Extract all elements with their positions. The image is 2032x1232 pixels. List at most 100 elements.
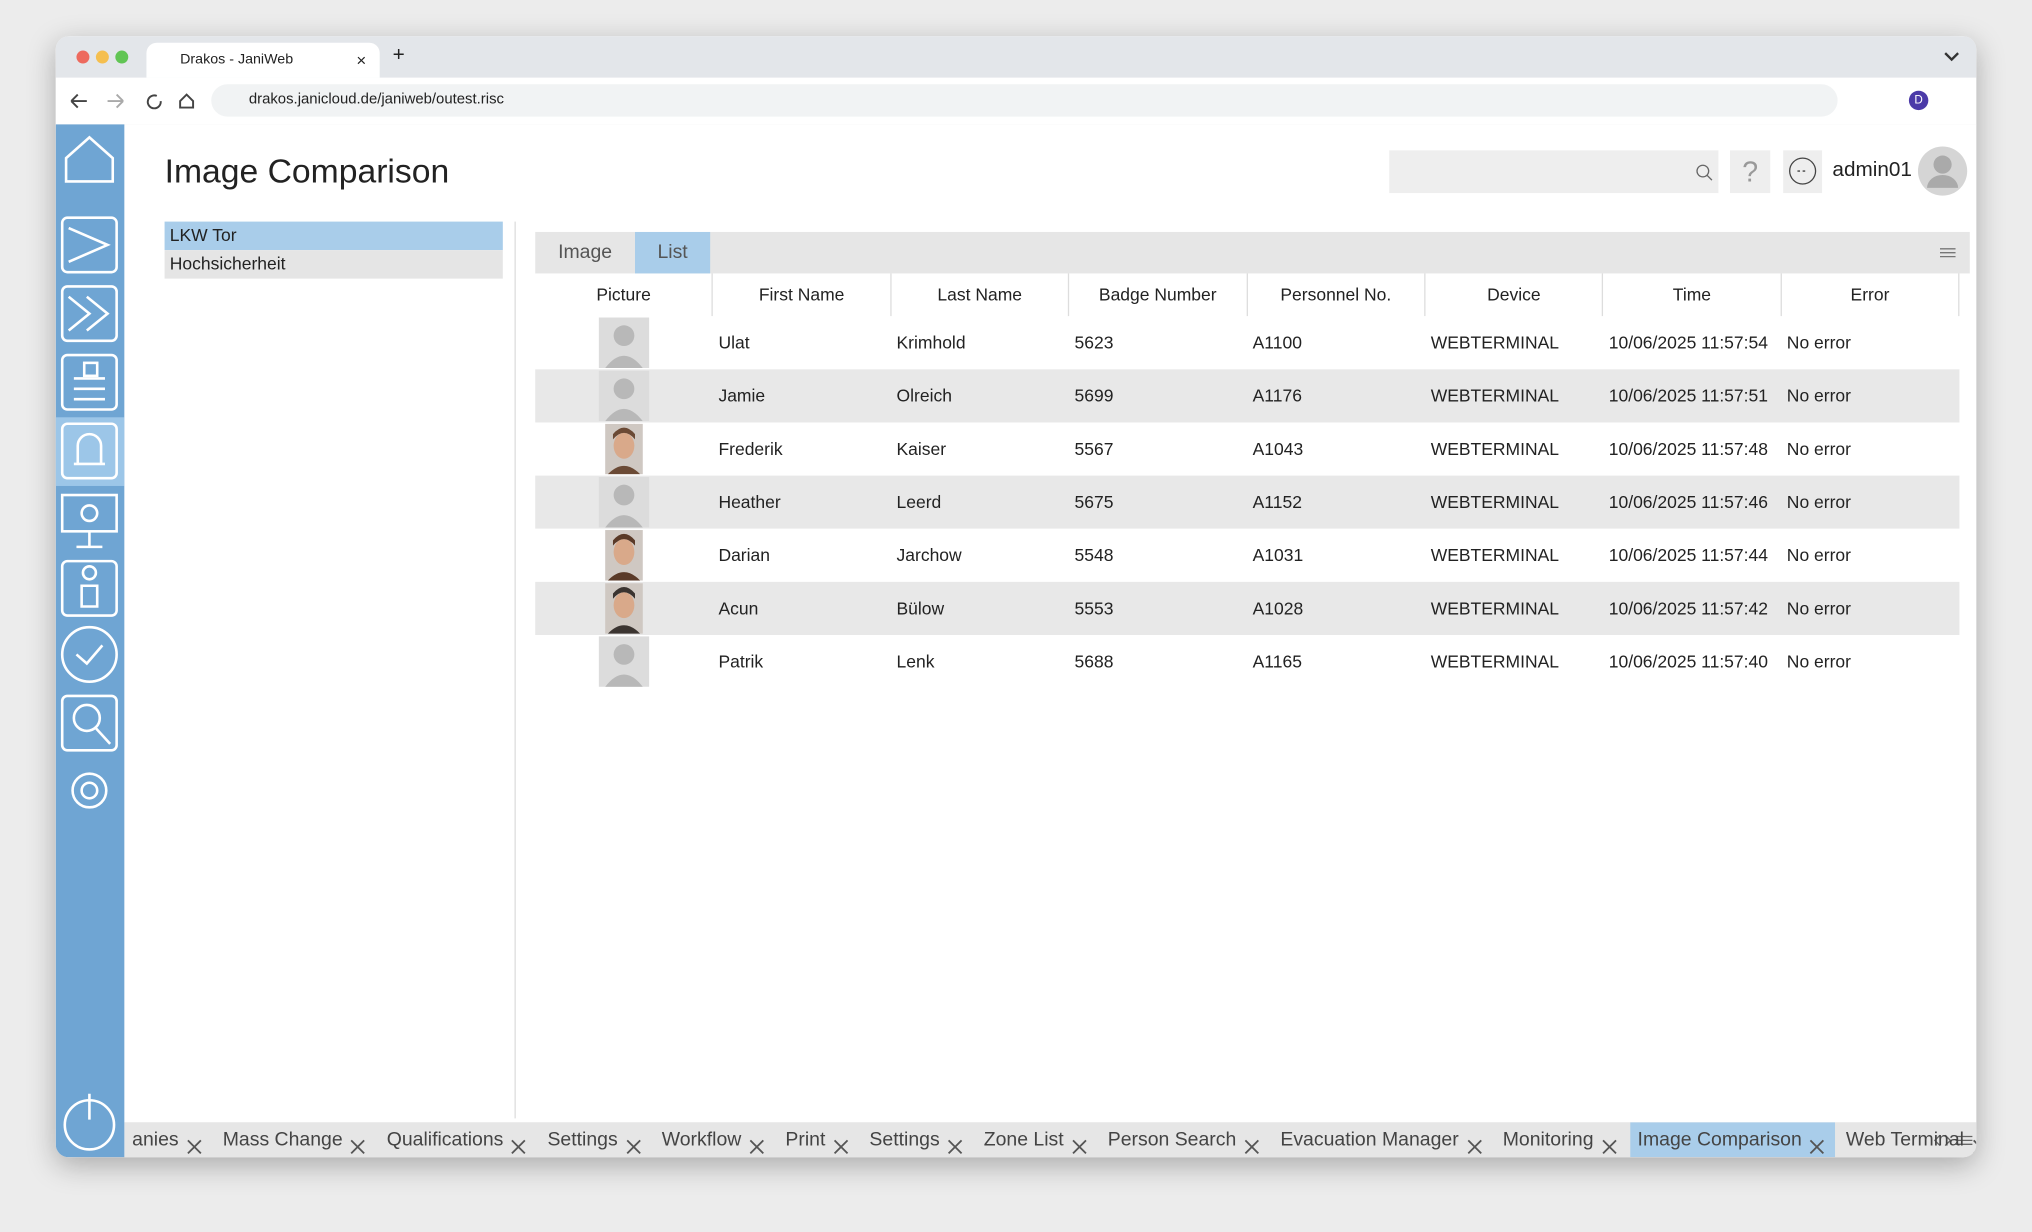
bottom-tab[interactable]: Zone List [976, 1122, 1097, 1157]
bottom-tabs: anies Mass Change Qualifications Settings Wo… [124, 1122, 1977, 1158]
table-cell: 10/06/2025 11:57:42 [1608, 598, 1768, 619]
table-cell: A1031 [1252, 545, 1304, 566]
sidebar [55, 124, 125, 1158]
tab-menu[interactable] [1943, 49, 1961, 65]
table-cell: A1043 [1252, 439, 1304, 459]
help-button[interactable]: ? [1730, 150, 1771, 194]
table-row[interactable] [535, 581, 1960, 636]
table-row[interactable] [535, 475, 1960, 529]
person-picture [598, 370, 650, 422]
browser-tab[interactable]: Drakos - JaniWeb × [146, 42, 380, 78]
bottom-tab[interactable]: Image Comparison [1629, 1122, 1836, 1158]
terminal-name: LKW Tor [169, 225, 237, 245]
nav-buttons[interactable] [66, 88, 209, 114]
sidebar-icons [55, 135, 125, 1151]
terminal-item[interactable]: LKW Tor [164, 221, 503, 251]
bottom-tab-close[interactable] [1972, 1131, 1977, 1155]
bottom-tab[interactable]: Mass Change [215, 1122, 376, 1157]
bottom-tab[interactable]: Print [778, 1122, 859, 1157]
window-controls[interactable] [74, 49, 152, 67]
view-tab-label: Image [558, 241, 613, 264]
terminal-item[interactable]: Hochsicherheit [164, 250, 503, 279]
table-cell: A1152 [1252, 492, 1302, 512]
omnibox[interactable]: drakos.janicloud.de/janiweb/outest.risc [211, 84, 1838, 117]
divider [514, 221, 516, 1119]
table-row[interactable] [535, 422, 1960, 476]
table-cell: 10/06/2025 11:57:44 [1608, 545, 1768, 566]
bottom-tab-close[interactable] [833, 1131, 849, 1155]
new-tab[interactable]: + [392, 44, 405, 67]
table-cell: WEBTERMINAL [1430, 598, 1560, 619]
bottom-tab[interactable]: Workflow [654, 1122, 775, 1157]
person-picture [598, 476, 650, 528]
bottom-tab[interactable]: Settings [862, 1122, 974, 1157]
table-cell: Frederik [718, 439, 783, 459]
user-name[interactable]: admin01 [1832, 159, 1912, 182]
table-cell: Patrik [718, 651, 764, 672]
table-cell: WEBTERMINAL [1430, 492, 1560, 512]
bottom-tab-close[interactable] [186, 1131, 202, 1155]
bottom-tab-close[interactable] [1071, 1131, 1087, 1155]
bottom-tab-close[interactable] [749, 1131, 765, 1155]
table-cell: No error [1786, 386, 1851, 406]
bottom-tab-close[interactable] [1810, 1131, 1826, 1155]
bottom-tab-label: Qualifications [386, 1128, 504, 1151]
bottom-tab-label: Web Terminal [1845, 1128, 1964, 1151]
table-cell: Ulat [718, 333, 750, 353]
bottom-tab-label: Zone List [983, 1128, 1064, 1151]
profile-avatar[interactable]: D [1908, 90, 1929, 111]
bottom-tab-close[interactable] [625, 1131, 641, 1155]
bottom-tab-label: Mass Change [222, 1128, 343, 1151]
bottom-tab-close[interactable] [350, 1131, 366, 1155]
bottom-tab-close[interactable] [1244, 1131, 1260, 1155]
tab-scroll[interactable] [1932, 1131, 1976, 1149]
bottom-tab[interactable]: Monitoring [1495, 1122, 1627, 1157]
person-picture [605, 583, 644, 634]
table-cell: A1165 [1252, 651, 1302, 672]
table-cell: A1100 [1252, 333, 1302, 353]
table-cell: WEBTERMINAL [1430, 651, 1560, 672]
bottom-tab-close[interactable] [947, 1131, 963, 1155]
table-cell: Kaiser [896, 439, 947, 459]
bottom-tab-label: Settings [547, 1128, 618, 1151]
content: Image Comparison ? admin01 LKW Tor Hochsi… [124, 124, 1977, 1123]
table-cell: Heather [718, 492, 781, 512]
table-cell: 5553 [1074, 598, 1114, 619]
table-cell: Krimhold [896, 333, 966, 353]
table-cell: 10/06/2025 11:57:51 [1608, 386, 1768, 406]
bottom-tab-label: anies [132, 1128, 179, 1151]
menu-icon[interactable] [1939, 245, 1957, 261]
bottom-tab-label: Monitoring [1502, 1128, 1594, 1151]
bottom-tab[interactable]: Evacuation Manager [1273, 1122, 1493, 1157]
bottom-tab[interactable]: Qualifications [379, 1122, 537, 1157]
search-box[interactable] [1389, 150, 1719, 194]
bottom-tab[interactable]: Settings [540, 1122, 652, 1157]
table-cell: Lenk [896, 651, 935, 672]
table-row[interactable] [535, 635, 1960, 689]
table-row[interactable] [535, 316, 1960, 370]
chat-button[interactable] [1783, 150, 1823, 194]
user-avatar[interactable] [1917, 145, 1969, 197]
table-cell: 5623 [1074, 333, 1114, 353]
view-tab[interactable]: Image [535, 232, 635, 273]
bottom-tab[interactable]: Web Terminal [1838, 1122, 1977, 1157]
column-header: Last Name [891, 273, 1070, 317]
tab-title: Drakos - JaniWeb [180, 51, 294, 68]
view-tab[interactable]: List [635, 231, 711, 274]
bottom-tab[interactable]: Person Search [1100, 1122, 1270, 1157]
bottom-tab-close[interactable] [1601, 1131, 1617, 1155]
bottom-tab-label: Workflow [661, 1128, 742, 1151]
table-row[interactable] [535, 369, 1960, 423]
bottom-tab-close[interactable] [511, 1131, 527, 1155]
bottom-tab-close[interactable] [1466, 1131, 1482, 1155]
table-cell: WEBTERMINAL [1430, 439, 1560, 459]
column-header: Time [1604, 273, 1782, 317]
tab-close[interactable]: × [356, 50, 367, 70]
table-row[interactable] [535, 528, 1960, 582]
view-tab-label: List [657, 241, 688, 264]
column-header: First Name [713, 273, 892, 317]
bottom-tab[interactable]: anies [124, 1122, 212, 1157]
table-cell: No error [1786, 598, 1851, 619]
bottom-tab-label: Evacuation Manager [1280, 1128, 1459, 1151]
